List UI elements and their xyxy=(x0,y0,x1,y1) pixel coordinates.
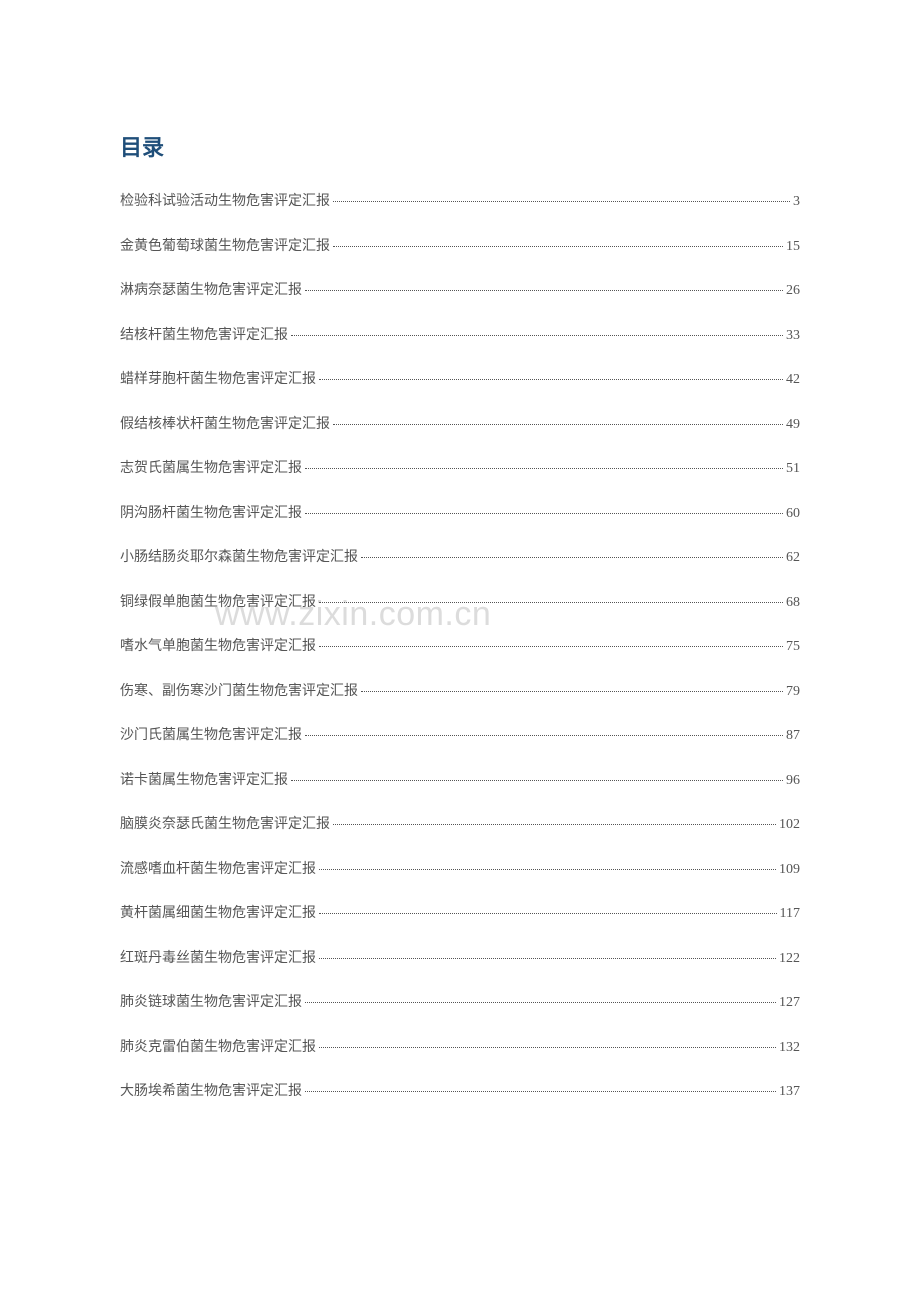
toc-item: 志贺氏菌属生物危害评定汇报 51 xyxy=(120,457,800,477)
toc-container: 目录 检验科试验活动生物危害评定汇报 3 金黄色葡萄球菌生物危害评定汇报 15 … xyxy=(120,130,800,1100)
toc-item-label: 小肠结肠炎耶尔森菌生物危害评定汇报 xyxy=(120,546,358,566)
toc-dots xyxy=(333,824,776,825)
toc-page: 75 xyxy=(786,639,800,655)
toc-item: 淋病奈瑟菌生物危害评定汇报 26 xyxy=(120,279,800,299)
toc-item: 流感嗜血杆菌生物危害评定汇报 109 xyxy=(120,858,800,878)
toc-dots xyxy=(319,1047,776,1048)
toc-item-label: 沙门氏菌属生物危害评定汇报 xyxy=(120,724,302,744)
toc-dots xyxy=(319,869,776,870)
toc-page: 68 xyxy=(786,595,800,611)
toc-item: 大肠埃希菌生物危害评定汇报 137 xyxy=(120,1080,800,1100)
toc-item-label: 金黄色葡萄球菌生物危害评定汇报 xyxy=(120,235,330,255)
toc-title: 目录 xyxy=(120,130,800,162)
toc-item-label: 淋病奈瑟菌生物危害评定汇报 xyxy=(120,279,302,299)
toc-dots xyxy=(305,735,783,736)
toc-page: 127 xyxy=(779,995,800,1011)
toc-dots xyxy=(333,201,790,202)
toc-item-label: 红斑丹毒丝菌生物危害评定汇报 xyxy=(120,947,316,967)
toc-dots xyxy=(305,513,783,514)
toc-item-label: 诺卡菌属生物危害评定汇报 xyxy=(120,769,288,789)
toc-page: 42 xyxy=(786,372,800,388)
toc-item: 检验科试验活动生物危害评定汇报 3 xyxy=(120,190,800,210)
toc-dots xyxy=(291,780,783,781)
toc-dots xyxy=(333,246,783,247)
toc-page: 109 xyxy=(779,862,800,878)
toc-item: 黄杆菌属细菌生物危害评定汇报 117 xyxy=(120,902,800,922)
toc-item: 诺卡菌属生物危害评定汇报 96 xyxy=(120,769,800,789)
toc-item: 嗜水气单胞菌生物危害评定汇报 75 xyxy=(120,635,800,655)
toc-item: 铜绿假单胞菌生物危害评定汇报 68 xyxy=(120,591,800,611)
toc-page: 137 xyxy=(779,1084,800,1100)
toc-item-label: 志贺氏菌属生物危害评定汇报 xyxy=(120,457,302,477)
toc-item-label: 嗜水气单胞菌生物危害评定汇报 xyxy=(120,635,316,655)
toc-item: 脑膜炎奈瑟氏菌生物危害评定汇报 102 xyxy=(120,813,800,833)
toc-item: 阴沟肠杆菌生物危害评定汇报 60 xyxy=(120,502,800,522)
toc-page: 96 xyxy=(786,773,800,789)
toc-dots xyxy=(333,424,783,425)
toc-item-label: 肺炎克雷伯菌生物危害评定汇报 xyxy=(120,1036,316,1056)
toc-page: 15 xyxy=(786,239,800,255)
toc-dots xyxy=(319,602,783,603)
toc-dots xyxy=(305,1091,776,1092)
toc-page: 87 xyxy=(786,728,800,744)
toc-page: 33 xyxy=(786,328,800,344)
toc-page: 26 xyxy=(786,283,800,299)
toc-item: 结核杆菌生物危害评定汇报 33 xyxy=(120,324,800,344)
toc-page: 60 xyxy=(786,506,800,522)
toc-page: 117 xyxy=(780,906,800,922)
toc-dots xyxy=(319,958,776,959)
toc-dots xyxy=(319,646,783,647)
toc-item: 蜡样芽胞杆菌生物危害评定汇报 42 xyxy=(120,368,800,388)
toc-dots xyxy=(319,913,777,914)
toc-page: 79 xyxy=(786,684,800,700)
toc-item-label: 阴沟肠杆菌生物危害评定汇报 xyxy=(120,502,302,522)
toc-dots xyxy=(305,1002,776,1003)
toc-item-label: 肺炎链球菌生物危害评定汇报 xyxy=(120,991,302,1011)
toc-item: 沙门氏菌属生物危害评定汇报 87 xyxy=(120,724,800,744)
toc-item: 小肠结肠炎耶尔森菌生物危害评定汇报 62 xyxy=(120,546,800,566)
toc-page: 62 xyxy=(786,550,800,566)
toc-item-label: 脑膜炎奈瑟氏菌生物危害评定汇报 xyxy=(120,813,330,833)
toc-item: 肺炎链球菌生物危害评定汇报 127 xyxy=(120,991,800,1011)
toc-item: 假结核棒状杆菌生物危害评定汇报 49 xyxy=(120,413,800,433)
toc-dots xyxy=(319,379,783,380)
toc-page: 132 xyxy=(779,1040,800,1056)
toc-dots xyxy=(305,468,783,469)
toc-page: 3 xyxy=(793,194,800,210)
toc-item-label: 大肠埃希菌生物危害评定汇报 xyxy=(120,1080,302,1100)
toc-item-label: 铜绿假单胞菌生物危害评定汇报 xyxy=(120,591,316,611)
toc-item-label: 蜡样芽胞杆菌生物危害评定汇报 xyxy=(120,368,316,388)
toc-item-label: 伤寒、副伤寒沙门菌生物危害评定汇报 xyxy=(120,680,358,700)
toc-item-label: 检验科试验活动生物危害评定汇报 xyxy=(120,190,330,210)
toc-item: 红斑丹毒丝菌生物危害评定汇报 122 xyxy=(120,947,800,967)
toc-dots xyxy=(361,691,783,692)
toc-page: 122 xyxy=(779,951,800,967)
toc-dots xyxy=(291,335,783,336)
toc-item-label: 流感嗜血杆菌生物危害评定汇报 xyxy=(120,858,316,878)
toc-list: 检验科试验活动生物危害评定汇报 3 金黄色葡萄球菌生物危害评定汇报 15 淋病奈… xyxy=(120,190,800,1100)
toc-dots xyxy=(361,557,783,558)
toc-page: 102 xyxy=(779,817,800,833)
toc-item-label: 黄杆菌属细菌生物危害评定汇报 xyxy=(120,902,316,922)
toc-page: 49 xyxy=(786,417,800,433)
toc-item: 肺炎克雷伯菌生物危害评定汇报 132 xyxy=(120,1036,800,1056)
toc-dots xyxy=(305,290,783,291)
toc-page: 51 xyxy=(786,461,800,477)
toc-item-label: 假结核棒状杆菌生物危害评定汇报 xyxy=(120,413,330,433)
toc-item-label: 结核杆菌生物危害评定汇报 xyxy=(120,324,288,344)
toc-item: 伤寒、副伤寒沙门菌生物危害评定汇报 79 xyxy=(120,680,800,700)
toc-item: 金黄色葡萄球菌生物危害评定汇报 15 xyxy=(120,235,800,255)
